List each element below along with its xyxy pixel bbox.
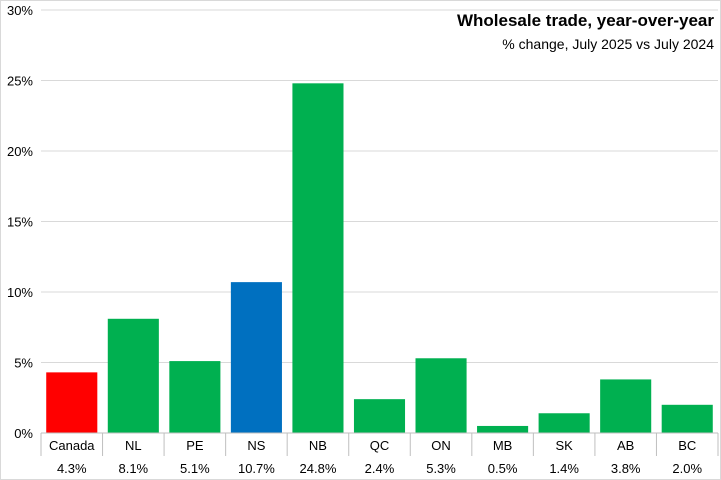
y-tick-label: 30%	[7, 3, 33, 18]
x-tick-label: PE	[186, 438, 204, 453]
y-tick-label: 5%	[14, 356, 33, 371]
bar-nb	[292, 83, 344, 433]
bar-mb	[477, 425, 529, 433]
x-tick-label: MB	[493, 438, 513, 453]
data-label: 10.7%	[238, 461, 275, 476]
bar-canada	[46, 372, 98, 433]
y-tick-label: 20%	[7, 144, 33, 159]
x-tick-label: NB	[309, 438, 327, 453]
data-label: 1.4%	[549, 461, 579, 476]
y-tick-label: 15%	[7, 215, 33, 230]
data-label: 24.8%	[300, 461, 337, 476]
x-tick-label: NL	[125, 438, 142, 453]
data-label: 2.4%	[365, 461, 395, 476]
data-label: 5.1%	[180, 461, 210, 476]
bar-ns	[230, 282, 282, 433]
bar-pe	[169, 361, 221, 433]
x-tick-label: Canada	[49, 438, 95, 453]
data-label: 8.1%	[118, 461, 148, 476]
bar-bc	[661, 404, 713, 433]
x-tick-label: BC	[678, 438, 696, 453]
bar-on	[415, 358, 467, 433]
x-tick-label: NS	[247, 438, 265, 453]
x-tick-label: AB	[617, 438, 634, 453]
bar-qc	[353, 399, 406, 433]
data-label: 2.0%	[672, 461, 702, 476]
data-label: 3.8%	[611, 461, 641, 476]
y-tick-label: 10%	[7, 285, 33, 300]
data-label: 4.3%	[57, 461, 87, 476]
y-tick-label: 0%	[14, 426, 33, 441]
x-tick-label: ON	[431, 438, 451, 453]
y-tick-label: 25%	[7, 74, 33, 89]
chart-subtitle: % change, July 2025 vs July 2024	[502, 36, 714, 52]
x-tick-label: QC	[370, 438, 390, 453]
data-label: 5.3%	[426, 461, 456, 476]
chart-title: Wholesale trade, year-over-year	[456, 11, 714, 30]
data-label: 0.5%	[488, 461, 518, 476]
bar-nl	[107, 318, 159, 433]
bar-sk	[538, 413, 590, 433]
x-tick-label: SK	[555, 438, 573, 453]
bar-ab	[600, 379, 652, 433]
